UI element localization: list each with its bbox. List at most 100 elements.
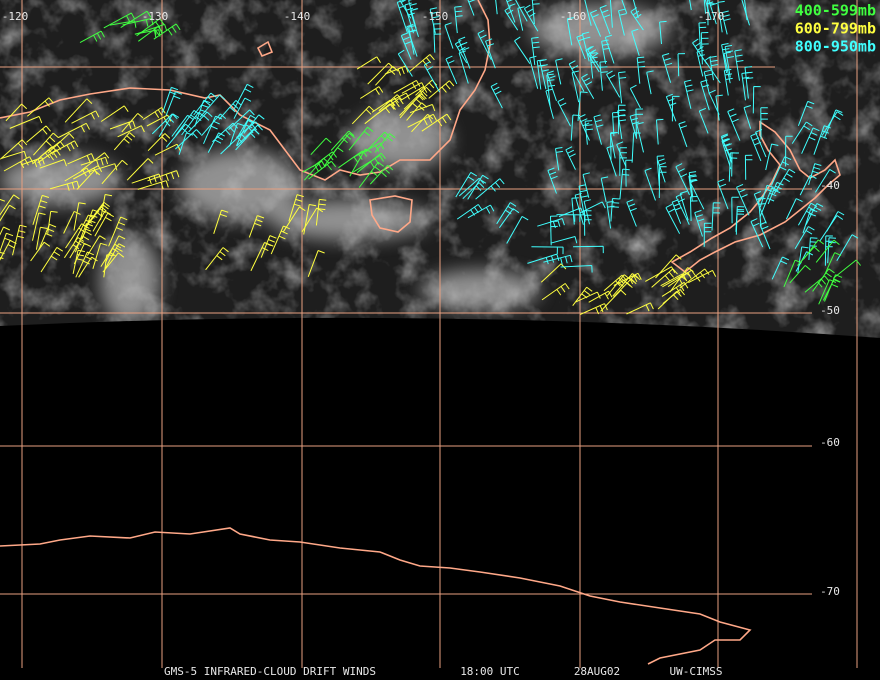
wind-barb <box>812 268 835 292</box>
graticule <box>0 0 858 668</box>
wind-barb <box>86 204 109 227</box>
wind-barb <box>578 184 589 217</box>
wind-barb <box>599 4 611 35</box>
wind-barb <box>236 124 263 147</box>
wind-barb <box>495 0 498 15</box>
wind-barb <box>743 105 752 129</box>
wind-barb <box>584 120 594 145</box>
wind-barb <box>785 135 793 167</box>
wind-barb <box>741 0 750 26</box>
wind-barb <box>467 0 476 16</box>
wind-barb <box>789 265 811 284</box>
wind-barb <box>81 209 100 240</box>
wind-barb <box>134 23 168 35</box>
wind-barb <box>213 209 229 234</box>
wind-barb <box>137 180 169 190</box>
wind-barb <box>73 214 95 244</box>
wind-barb <box>456 204 483 220</box>
wind-barb <box>360 86 384 99</box>
wind-barb <box>303 204 317 235</box>
wind-barb <box>584 0 592 26</box>
wind-barb <box>550 215 558 246</box>
wind-barb <box>201 113 227 137</box>
wind-barb <box>720 133 733 164</box>
wind-barb <box>808 237 818 261</box>
latitude-label: -40 <box>820 179 840 192</box>
wind-barb <box>101 159 128 185</box>
wind-barb <box>523 4 539 32</box>
wind-barb <box>804 275 830 293</box>
wind-barb <box>20 157 45 168</box>
wind-barb <box>823 109 843 139</box>
wind-barb <box>194 99 211 127</box>
wind-barb <box>86 235 106 256</box>
wind-barb <box>621 0 628 14</box>
wind-barb <box>662 271 692 288</box>
wind-barb <box>358 161 384 188</box>
wind-barb <box>250 242 272 272</box>
wind-barb <box>102 252 125 273</box>
wind-barb <box>505 0 516 23</box>
wind-barb <box>579 303 608 315</box>
longitude-label: -150 <box>422 10 449 23</box>
wind-barb <box>694 209 705 237</box>
footer-date: 28AUG02 <box>574 665 620 678</box>
wind-barb <box>47 133 75 154</box>
wind-barb <box>307 250 325 277</box>
wind-barb <box>707 0 715 26</box>
wind-barb <box>529 55 539 89</box>
wind-barb <box>659 20 667 45</box>
wind-barb <box>698 107 709 134</box>
wind-barb <box>467 204 495 219</box>
wind-barb <box>656 155 665 187</box>
wind-barb <box>626 302 654 315</box>
wind-barb <box>374 133 396 153</box>
wind-barb <box>12 224 27 256</box>
wind-barb <box>581 73 595 99</box>
wind-barb <box>455 171 478 198</box>
wind-barb <box>26 97 54 117</box>
wind-barb <box>423 61 441 93</box>
wind-barb <box>377 97 404 115</box>
wind-barb <box>818 279 837 305</box>
wind-barb <box>797 246 809 274</box>
wind-barb <box>408 0 419 29</box>
wind-barb <box>744 66 754 99</box>
wind-barb <box>755 129 767 158</box>
wind-barb <box>735 206 745 232</box>
wind-barb <box>203 115 223 144</box>
wind-barb <box>571 70 580 103</box>
wind-barb <box>577 91 588 121</box>
wind-barb <box>814 168 836 193</box>
wind-barb <box>803 239 825 260</box>
wind-barb <box>396 0 408 33</box>
wind-barb <box>604 34 615 64</box>
wind-barb <box>384 65 409 76</box>
wind-barb <box>675 193 690 225</box>
wind-barb <box>741 72 750 101</box>
wind-barb <box>0 251 5 259</box>
wind-barb <box>661 53 673 83</box>
longitude-label: -160 <box>560 10 587 23</box>
wind-barb <box>188 111 213 133</box>
wind-barb <box>30 241 51 262</box>
wind-barb <box>0 194 20 216</box>
wind-barb <box>228 109 255 130</box>
wind-barb <box>613 272 642 286</box>
wind-barb <box>618 71 627 104</box>
wind-barb <box>537 218 565 229</box>
longitude-label: -120 <box>2 10 29 23</box>
wind-barb <box>629 84 641 109</box>
wind-barb <box>700 79 710 111</box>
wind-barb <box>836 234 859 262</box>
wind-barb <box>33 132 59 156</box>
wind-barb <box>467 174 489 200</box>
wind-barb <box>813 125 831 155</box>
wind-barb <box>572 286 593 307</box>
wind-barb <box>573 245 604 254</box>
wind-barb <box>39 159 67 169</box>
wind-barb <box>406 23 418 57</box>
wind-barb <box>578 114 590 141</box>
wind-barb <box>49 180 80 191</box>
